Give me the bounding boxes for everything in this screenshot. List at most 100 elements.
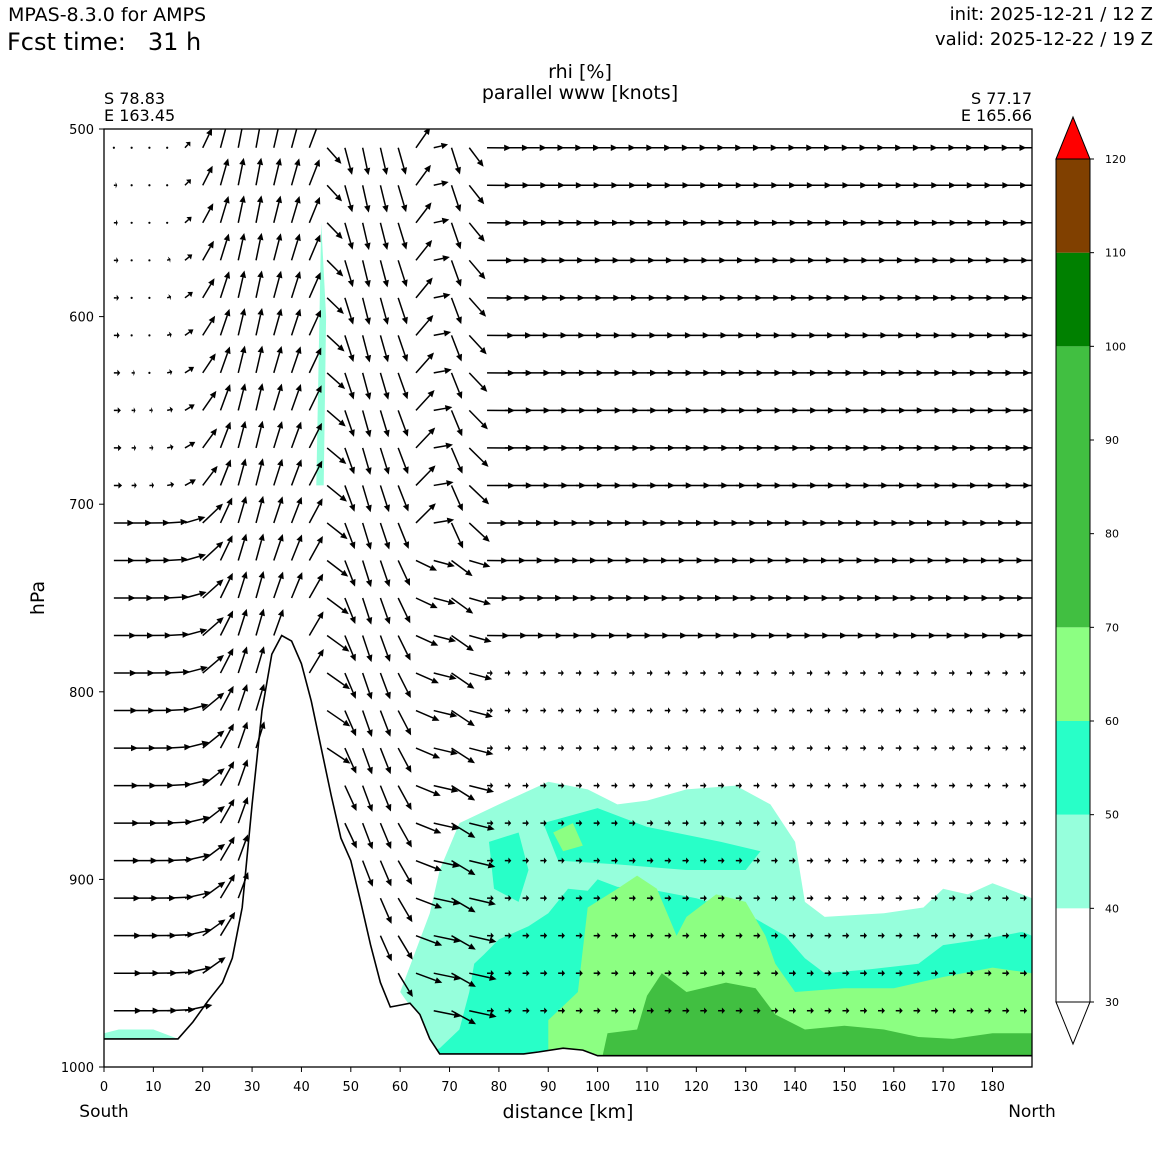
wind-vector-head <box>678 557 686 564</box>
wind-vector-head <box>1005 819 1009 827</box>
wind-vector-head <box>774 819 778 827</box>
wind-vector-shaft <box>344 597 354 618</box>
wind-vector <box>949 857 956 864</box>
wind-vector <box>629 557 651 564</box>
end-lon: E 165.66 <box>960 106 1032 125</box>
wind-vector-shaft <box>308 428 320 449</box>
wind-vector-head <box>863 669 866 677</box>
wind-vector-head <box>596 707 600 714</box>
wind-vector <box>877 932 885 939</box>
wind-vector-head <box>228 798 235 807</box>
wind-vector-shaft <box>237 239 244 261</box>
wind-vector-head <box>899 782 902 789</box>
wind-vector-head <box>952 894 956 902</box>
wind-vector-shaft <box>308 391 320 411</box>
wind-vector-head <box>597 970 601 977</box>
wind-vector-head <box>970 707 973 714</box>
wind-vector <box>379 410 390 438</box>
wind-vector <box>593 557 615 564</box>
wind-vector-shaft <box>344 747 355 768</box>
wind-vector-shaft <box>415 170 428 186</box>
wind-vector <box>789 557 811 564</box>
wind-vector <box>166 294 172 301</box>
wind-vector-shaft <box>361 522 370 544</box>
wind-vector <box>273 571 284 599</box>
wind-vector-head <box>1038 182 1045 188</box>
wind-vector <box>149 482 155 489</box>
wind-vector-shaft <box>469 747 487 754</box>
wind-vector <box>433 142 449 150</box>
wind-vector-shaft <box>361 485 370 506</box>
wind-vector-shaft <box>290 578 301 599</box>
wind-vector <box>540 744 547 752</box>
wind-vector-head <box>685 782 689 789</box>
wind-vector-head <box>597 932 601 939</box>
wind-vector-head <box>402 429 409 437</box>
wind-vector-head <box>468 943 476 950</box>
wind-vector <box>433 292 451 300</box>
wind-vector-head <box>526 819 529 827</box>
wind-vector-head <box>240 420 247 429</box>
x-axis: 0 10 20 30 40 50 60 70 80 90 100 110 120 130 140 150 160… <box>100 1067 1005 1095</box>
wind-vector <box>771 1007 779 1014</box>
wind-vector-head <box>970 782 974 789</box>
wind-vector-head <box>543 744 547 752</box>
wind-vector <box>415 427 436 449</box>
wind-vector <box>290 572 303 599</box>
wind-vector-head <box>277 458 284 467</box>
wind-vector-shaft <box>450 410 461 431</box>
wind-vector <box>504 782 512 789</box>
wind-vector-head <box>405 802 412 811</box>
wind-vector-head <box>536 557 544 564</box>
wind-vector <box>379 635 391 662</box>
wind-vector <box>487 519 508 527</box>
wind-vector-head <box>828 857 832 864</box>
wind-vector-head <box>170 481 175 488</box>
wind-vector <box>629 857 636 864</box>
wind-vector <box>558 857 565 864</box>
wind-vector-head <box>366 654 373 663</box>
wind-vector-head <box>579 857 583 864</box>
wind-vector <box>806 819 814 827</box>
wind-vector <box>753 894 761 902</box>
wind-vector <box>842 669 849 677</box>
wind-vector-shaft <box>167 633 183 637</box>
wind-vector <box>202 730 225 749</box>
wind-vector <box>433 217 450 225</box>
wind-vector-shaft <box>469 784 488 791</box>
wind-vector <box>433 822 460 831</box>
wind-vector <box>202 919 226 937</box>
wind-vector <box>344 635 356 662</box>
wind-vector-shaft <box>397 485 407 506</box>
wind-vector-head <box>201 740 210 747</box>
wind-vector-head <box>215 503 223 511</box>
wind-vector-head <box>225 459 232 468</box>
wind-vector-shaft <box>433 672 451 678</box>
wind-vector <box>433 480 454 487</box>
wind-vector-head <box>340 532 348 540</box>
wind-vector-head <box>508 857 512 864</box>
wind-vector-shaft <box>415 709 434 719</box>
wind-vector-shaft <box>184 331 191 336</box>
wind-vector <box>966 819 974 827</box>
wind-vector <box>184 778 210 787</box>
wind-vector <box>1020 744 1027 752</box>
wind-vector <box>237 571 248 599</box>
wind-vector <box>984 782 991 789</box>
start-point-label: S 78.83 E 163.45 <box>104 90 175 124</box>
wind-vector <box>308 460 323 486</box>
colorbar-tick-label: 70 <box>1105 621 1119 634</box>
wind-vector-head <box>347 279 354 288</box>
wind-vector <box>379 185 389 213</box>
wind-vector <box>1020 372 1032 374</box>
wind-vector-shaft <box>433 859 454 866</box>
wind-vector <box>184 254 193 261</box>
wind-vector <box>468 147 484 167</box>
wind-vector <box>575 744 582 752</box>
wind-vector-shaft <box>361 597 370 619</box>
wind-vector-head <box>382 279 389 288</box>
wind-vector-shaft <box>451 897 470 910</box>
wind-vector-head <box>208 315 216 324</box>
wind-vector <box>308 535 323 561</box>
